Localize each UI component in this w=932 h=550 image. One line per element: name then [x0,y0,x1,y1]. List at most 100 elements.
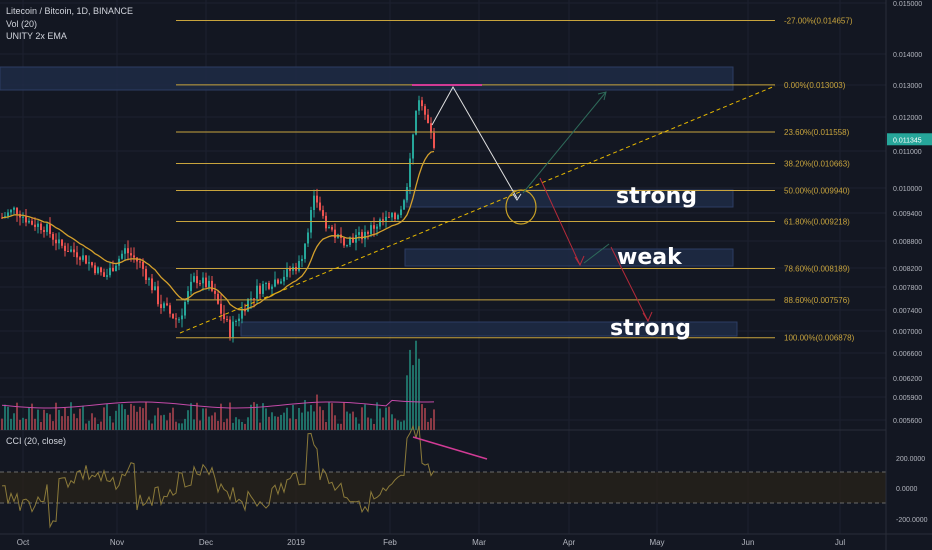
volume-bar [244,423,246,430]
volume-bar [388,406,390,430]
volume-bar [142,408,144,430]
candle-body [403,200,405,210]
volume-bar [403,420,405,430]
price-tick: 0.006200 [893,376,922,383]
volume-bar [169,412,171,430]
candle-body [130,253,132,256]
candle-body [328,227,330,229]
volume-bar [415,340,417,430]
price-tick: 0.015000 [893,1,922,8]
price-tick: 0.005900 [893,395,922,402]
volume-bar [163,414,165,430]
candle-body [178,319,180,321]
volume-bar [226,418,228,430]
volume-bar [433,409,435,430]
candle-body [361,232,363,240]
fib-label: 50.00%(0.009940) [784,187,850,196]
volume-bar [37,409,39,430]
volume-bar [376,402,378,430]
candle-body [217,293,219,304]
price-tick: 0.008800 [893,239,922,246]
time-tick: Oct [17,538,30,547]
volume-bar [322,410,324,430]
volume-bar [316,394,318,430]
candle-body [196,276,198,284]
candle-body [184,302,186,316]
volume-bar [7,406,9,430]
candle-body [349,237,351,245]
ema-legend: UNITY 2x EMA [6,31,67,41]
candle-body [82,255,84,260]
candle-body [301,258,303,262]
candle-body [43,230,45,232]
volume-bar [409,349,411,430]
candle-body [52,233,54,240]
cci-tick: 0.0000 [896,486,918,493]
candle-body [103,272,105,277]
volume-bar [424,408,426,430]
volume-bar [214,412,216,430]
volume-bar [250,404,252,430]
volume-bar [145,402,147,430]
candle-body [115,265,117,272]
candle-body [148,278,150,280]
candle-body [367,231,369,234]
volume-bar [97,423,99,430]
candles [1,95,435,343]
bull-arrow [522,91,607,194]
volume-bar [19,419,21,430]
volume-bar [115,410,117,430]
candle-body [316,195,318,203]
price-tick: 0.013000 [893,83,922,90]
candle-body [79,257,81,260]
candle-body [307,232,309,244]
volume-bar [370,418,372,430]
candle-body [391,212,393,218]
price-tick: 0.007800 [893,285,922,292]
volume-bar [136,411,138,430]
volume-bar [52,421,54,430]
volume-bar [184,418,186,430]
cci-tick: -200.0000 [896,517,928,524]
candle-body [241,308,243,319]
volume-bar [385,407,387,430]
candle-body [313,195,315,211]
candle-body [421,100,423,107]
candle-body [256,285,258,299]
candle-body [232,321,234,338]
bear-arrow-2 [610,246,649,322]
candle-body [145,268,147,280]
projection-path [431,85,518,199]
volume-bar [286,407,288,430]
volume-bar [1,418,3,430]
volume-bar [259,422,261,430]
candle-body [70,249,72,252]
candle-body [298,261,300,271]
time-tick: May [649,538,664,547]
volume-bar [430,418,432,430]
bounce-arrow [583,243,610,264]
volume-bar [190,403,192,430]
volume-bar [160,415,162,430]
cci-tick: 200.0000 [896,456,925,463]
ema-line [1,150,435,311]
candle-body [190,281,192,292]
candle-body [385,216,387,221]
candle-body [205,277,207,288]
volume-bar [82,405,84,430]
price-tick: 0.010000 [893,186,922,193]
candle-body [46,224,48,232]
candle-body [283,276,285,282]
volume-bar [211,415,213,430]
candle-body [31,220,33,225]
volume-bar [262,403,264,430]
volume-bar [124,409,126,430]
candle-body [430,123,432,133]
candle-body [7,212,9,217]
candle-body [109,267,111,276]
candle-body [331,227,333,230]
candle-body [154,286,156,291]
fib-label: 38.20%(0.010663) [784,159,850,168]
volume-bar [109,416,111,430]
